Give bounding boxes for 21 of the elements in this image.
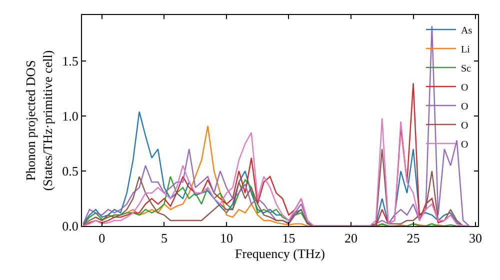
- legend-label: O: [461, 139, 468, 150]
- x-tick-label: 15: [282, 230, 296, 246]
- x-axis-title: Frequency (THz): [235, 246, 325, 262]
- line-series: [82, 25, 470, 226]
- y-axis-title: Phonon projected DOS (States/THz·primitive cell): [23, 50, 56, 191]
- y-tick-label: 1.0: [62, 108, 78, 124]
- x-tick-label: 30: [469, 230, 482, 246]
- legend-label: O: [461, 120, 468, 132]
- x-tick-label: 20: [344, 230, 358, 246]
- y-tick-label: 0.5: [62, 164, 78, 179]
- legend-label: As: [461, 25, 472, 36]
- x-tick-label: 0: [98, 230, 106, 246]
- x-tick-label: 25: [406, 230, 420, 246]
- x-tick-label: 10: [220, 230, 233, 246]
- legend-label: Li: [461, 44, 470, 56]
- legend-label: Sc: [461, 63, 472, 74]
- y-tick-label: 1.5: [62, 54, 78, 69]
- legend-label: O: [461, 82, 468, 94]
- legend-label: O: [461, 101, 468, 112]
- y-tick-label: 0.0: [62, 218, 78, 234]
- x-tick-label: 5: [160, 230, 168, 246]
